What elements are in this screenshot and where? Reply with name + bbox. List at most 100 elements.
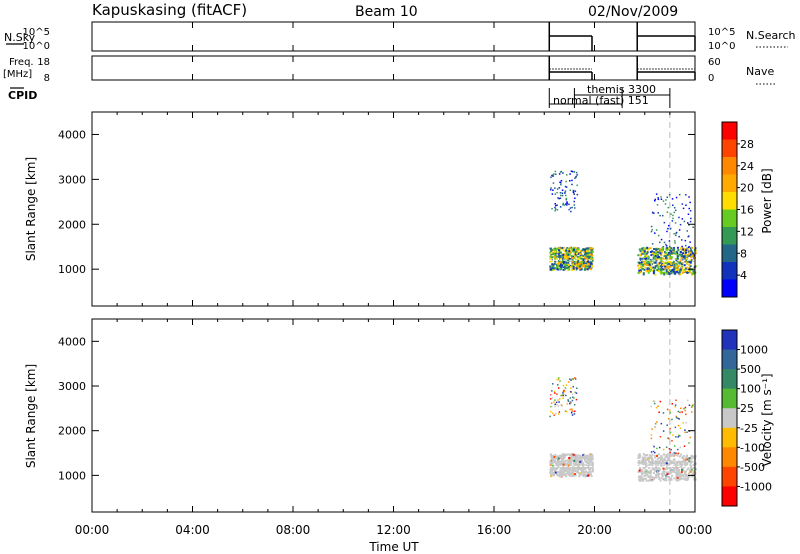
echo-cell: [550, 475, 553, 478]
echo-cell: [555, 401, 558, 404]
echo-cell: [583, 256, 586, 259]
echo-cell: [676, 454, 679, 457]
echo-cell: [660, 251, 663, 254]
echo-cell: [642, 272, 645, 275]
echo-cell: [670, 272, 673, 275]
echo-cell: [641, 267, 644, 270]
echo-cell: [657, 266, 660, 268]
echo-cell: [554, 258, 557, 260]
echo-cell: [551, 252, 554, 255]
echo-cell: [550, 187, 552, 189]
echo-cell: [653, 252, 656, 255]
echo-cell: [661, 464, 664, 467]
echo-cell: [641, 257, 644, 260]
echo-cell: [673, 211, 675, 214]
echo-cell: [562, 172, 564, 174]
x-tick-label: 08:00: [276, 523, 311, 537]
echo-cell: [681, 460, 684, 463]
echo-cell: [689, 261, 692, 264]
echo-cell: [569, 251, 572, 254]
echo-cell: [644, 247, 647, 250]
echo-cell: [587, 261, 590, 264]
echo-cell: [574, 391, 576, 394]
echo-cell: [554, 203, 556, 205]
echo-cell: [656, 204, 659, 206]
echo-cell: [674, 207, 676, 209]
echo-cell: [685, 456, 688, 459]
echo-cell: [687, 458, 690, 461]
echo-cell: [565, 466, 568, 469]
colorbar-swatch: [722, 486, 737, 507]
echo-cell: [669, 451, 671, 454]
nave-tick-high: 60: [708, 57, 721, 68]
echo-cell: [649, 476, 652, 479]
echo-cell: [574, 177, 576, 179]
echo-cell: [587, 254, 590, 256]
echo-cell: [553, 253, 555, 256]
echo-cell: [657, 466, 660, 469]
echo-cell: [563, 393, 565, 395]
echo-cell: [657, 453, 660, 456]
echo-cell: [667, 254, 670, 257]
echo-cell: [650, 263, 653, 266]
echo-cell: [638, 253, 641, 256]
echo-cell: [686, 477, 689, 480]
echo-cell: [656, 264, 659, 267]
echo-cell: [655, 474, 658, 477]
echo-cell: [656, 421, 658, 423]
echo-cell: [586, 252, 589, 255]
echo-cell: [681, 218, 684, 220]
echo-cell: [563, 453, 566, 456]
echo-cell: [641, 460, 644, 463]
cpid-program-normal: normal (fast) 151: [553, 94, 649, 107]
echo-cell: [656, 462, 659, 465]
echo-cell: [565, 180, 567, 183]
echo-cell: [565, 197, 568, 200]
power-y-ticks: 4000 3000 2000 1000: [58, 128, 695, 276]
echo-cell: [560, 404, 563, 406]
echo-cell: [560, 394, 562, 397]
echo-cell: [677, 473, 680, 476]
echo-cell: [678, 418, 680, 420]
echo-cell: [652, 266, 655, 269]
echo-cell: [590, 461, 592, 464]
echo-cell: [658, 472, 661, 475]
echo-cell: [668, 224, 670, 227]
echo-cell: [666, 257, 669, 260]
echo-cell: [587, 247, 589, 250]
echo-cell: [582, 254, 585, 257]
echo-cell: [659, 214, 661, 217]
echo-cell: [583, 457, 586, 460]
colorbar-tick-label: -100: [740, 441, 765, 454]
echo-cell: [575, 171, 578, 174]
echo-cell: [679, 472, 682, 475]
echo-cell: [672, 466, 674, 469]
echo-cell: [658, 446, 661, 449]
echo-cell: [556, 472, 559, 475]
echo-cell: [643, 255, 646, 258]
echo-cell: [568, 250, 571, 253]
echo-cell: [586, 256, 589, 259]
echo-cell: [551, 208, 553, 210]
echo-cell: [682, 262, 684, 265]
echo-cell: [682, 455, 685, 457]
echo-cell: [571, 260, 574, 263]
echo-cell: [563, 456, 566, 459]
echo-cell: [670, 270, 672, 273]
echo-cell: [562, 384, 565, 387]
echo-cell: [560, 254, 563, 257]
echo-cell: [652, 212, 654, 214]
echo-cell: [574, 197, 576, 199]
echo-cell: [562, 467, 565, 470]
echo-cell: [570, 391, 572, 393]
echo-cell: [672, 217, 674, 220]
echo-cell: [582, 474, 585, 477]
echo-cell: [684, 472, 687, 475]
echo-cell: [645, 469, 648, 471]
echo-cell: [676, 267, 679, 270]
echo-cell: [660, 455, 663, 458]
echo-cell: [671, 198, 674, 200]
echo-cell: [562, 202, 564, 205]
echo-cell: [646, 454, 649, 457]
echo-cell: [666, 272, 669, 275]
